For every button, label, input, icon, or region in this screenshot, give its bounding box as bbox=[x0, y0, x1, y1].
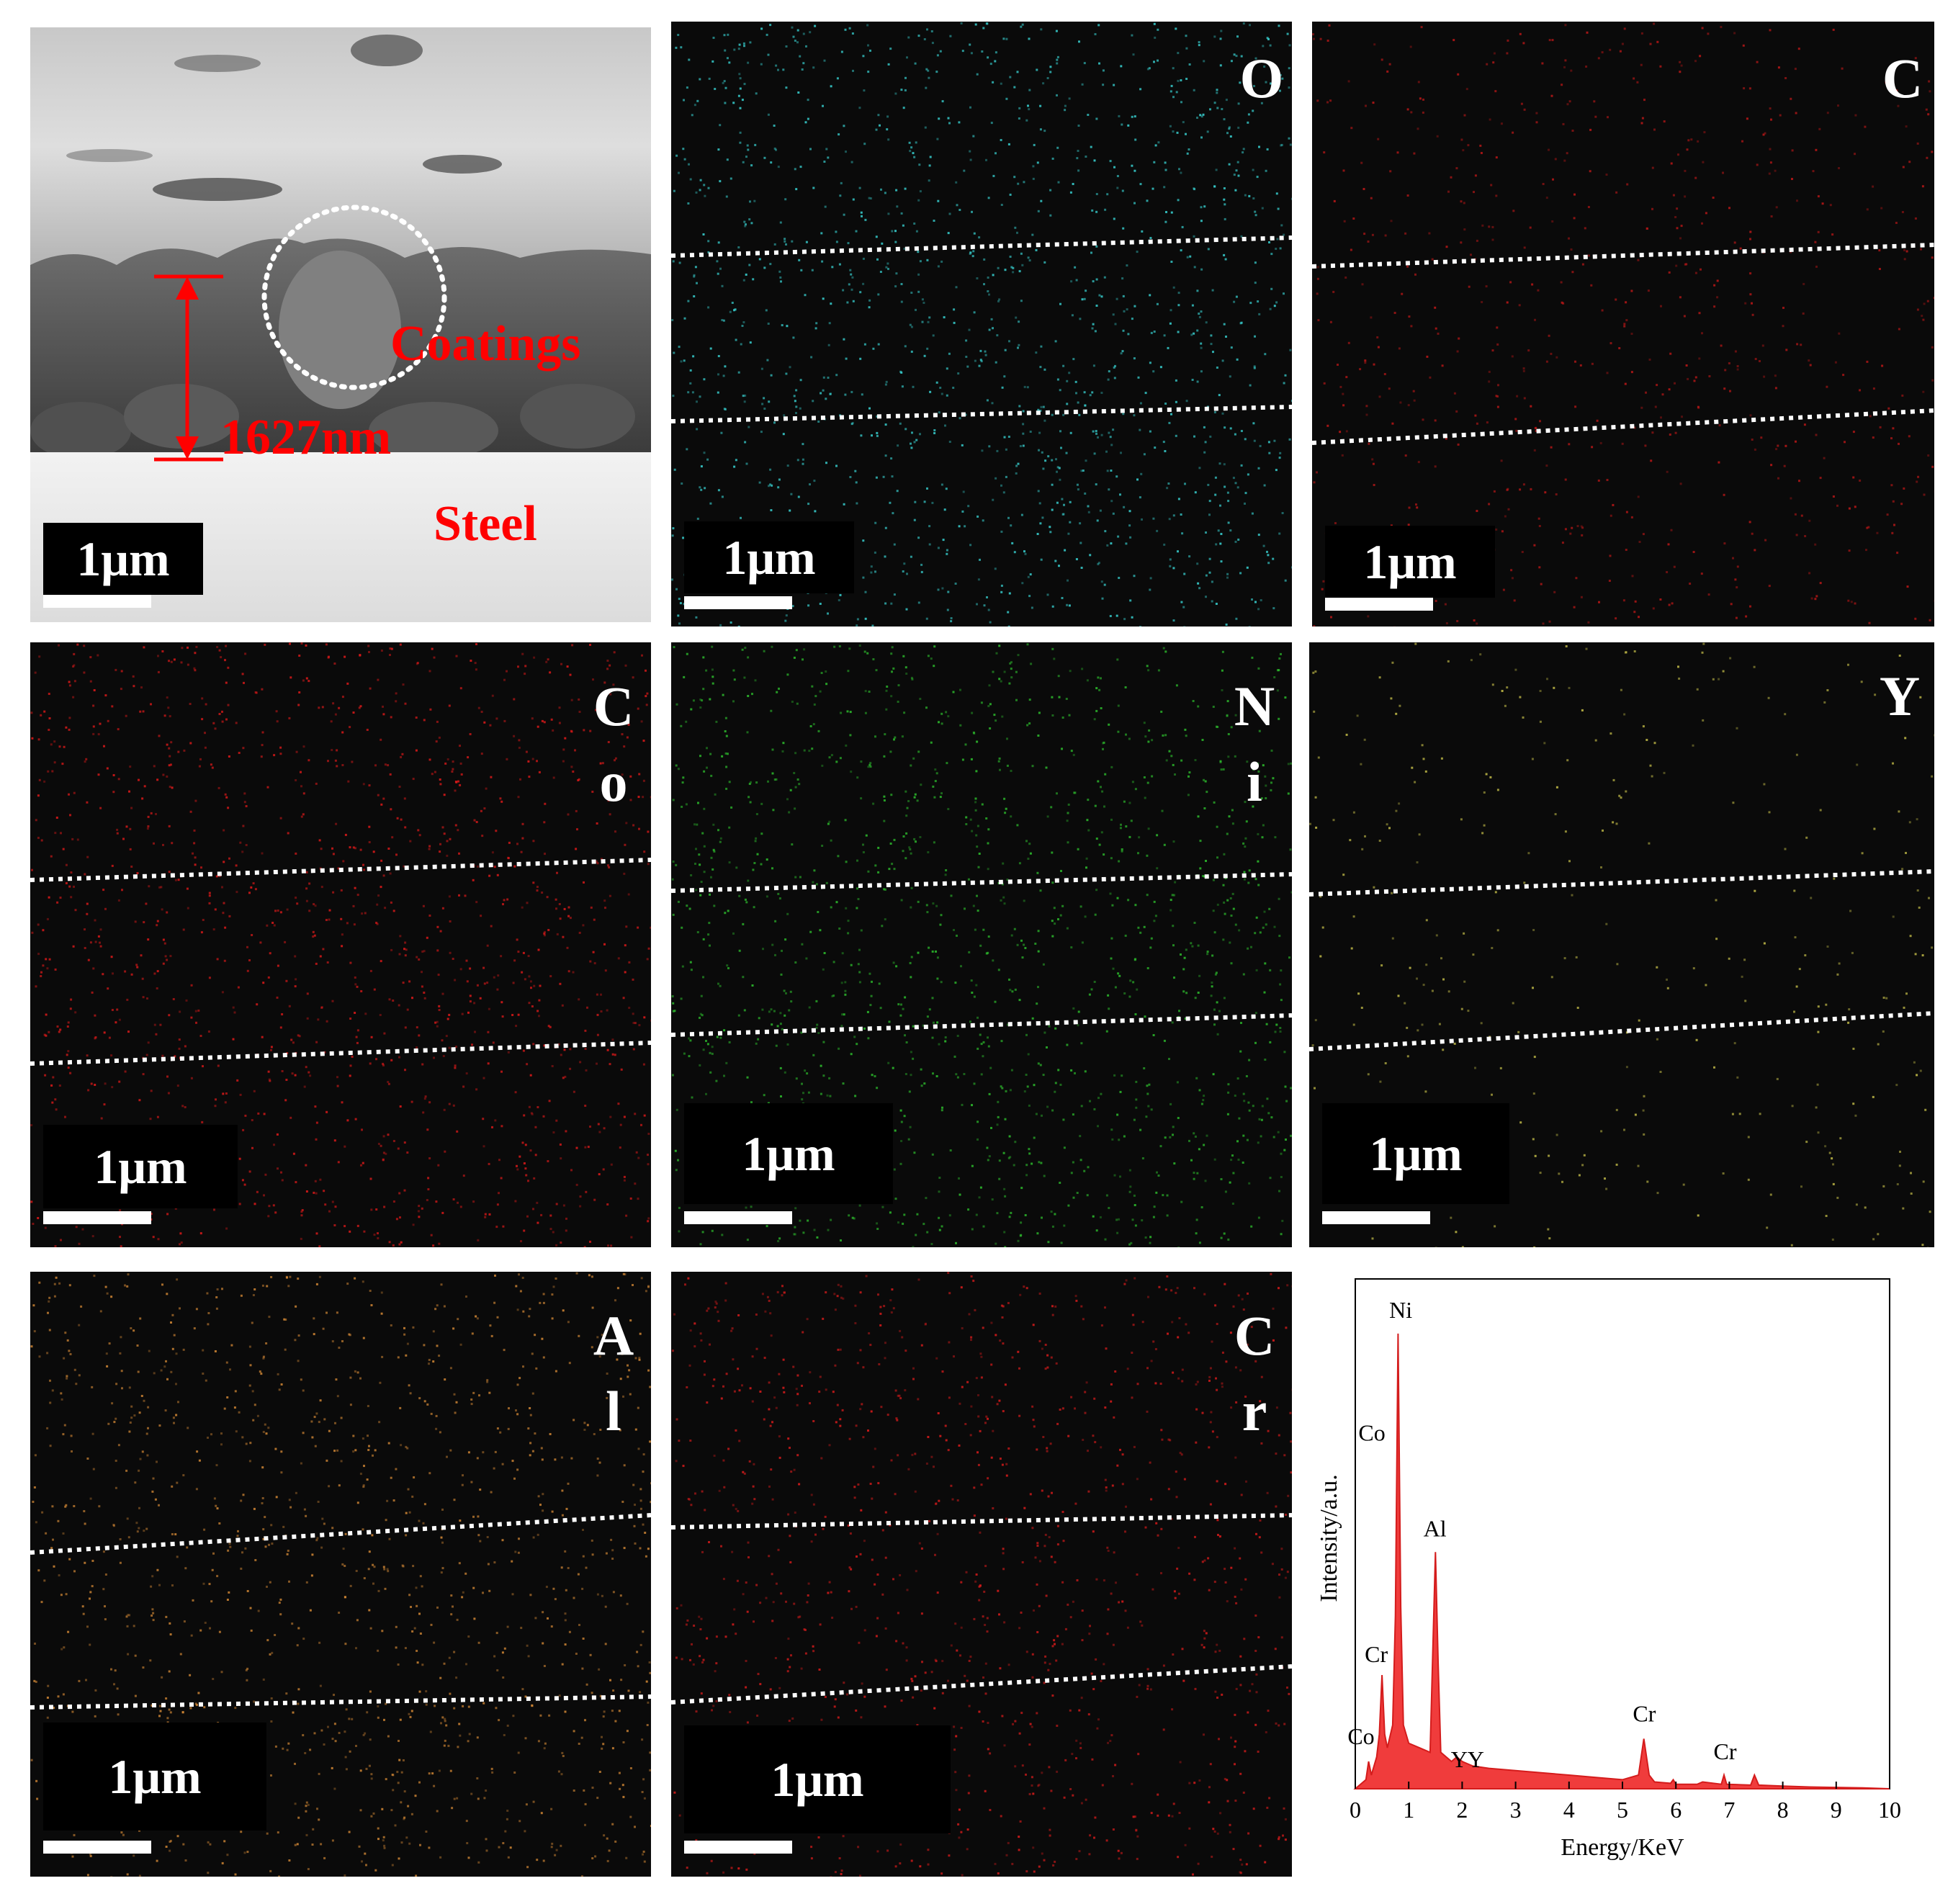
scale-bar bbox=[684, 596, 792, 609]
x-tick-label: 4 bbox=[1563, 1797, 1575, 1823]
lower-boundary-line bbox=[30, 1041, 651, 1066]
scale-bar bbox=[684, 1211, 792, 1224]
upper-boundary-line bbox=[671, 235, 1292, 258]
eds-map-Ni bbox=[671, 642, 1292, 1247]
lower-boundary-line bbox=[1312, 408, 1934, 445]
peak-label: Co bbox=[1358, 1420, 1385, 1446]
y-axis-label: Intensity/a.u. bbox=[1316, 1474, 1342, 1602]
x-tick-label: 8 bbox=[1777, 1797, 1789, 1823]
lower-boundary-line bbox=[671, 1013, 1292, 1037]
upper-boundary-line bbox=[30, 1513, 651, 1555]
upper-boundary-line bbox=[1312, 243, 1934, 269]
scale-bar bbox=[684, 1841, 792, 1854]
peak-label: Cr bbox=[1365, 1641, 1388, 1667]
scale-bar bbox=[1325, 598, 1433, 611]
map-panel-C: C 1μm bbox=[1312, 22, 1934, 627]
eds-spectrum-chart: Ni Co Al Cr Co YY Cr Cr 0 1 2 3 4 5 6 7 8 9 10 Energy/KeV… bbox=[1316, 1278, 1901, 1861]
scale-bar-label: 1μm bbox=[43, 1723, 266, 1831]
lower-boundary-line bbox=[671, 405, 1292, 423]
peak-label: Al bbox=[1424, 1515, 1447, 1541]
steel-label: Steel bbox=[434, 496, 537, 552]
peak-label: YY bbox=[1451, 1746, 1484, 1772]
element-label-C: C bbox=[1882, 47, 1923, 109]
upper-boundary-line bbox=[1309, 869, 1934, 897]
element-label-Y: Y bbox=[1879, 665, 1921, 727]
x-tick-label: 1 bbox=[1403, 1797, 1414, 1823]
x-tick-label: 2 bbox=[1456, 1797, 1468, 1823]
scale-bar-label: 1μm bbox=[684, 1103, 893, 1204]
x-tick-label: 3 bbox=[1510, 1797, 1522, 1823]
peak-label: Ni bbox=[1389, 1297, 1412, 1323]
element-label-O: O bbox=[1239, 47, 1284, 109]
peak-label: Co bbox=[1347, 1723, 1374, 1749]
scale-bar-label: 1μm bbox=[43, 523, 203, 595]
sem-cross-section-panel: Coatings 1627nm Steel 1μm bbox=[30, 27, 651, 622]
upper-boundary-line bbox=[30, 858, 651, 882]
spectrum-area bbox=[1353, 1333, 1890, 1790]
lower-boundary-line bbox=[1309, 1011, 1934, 1051]
plot-frame bbox=[1355, 1278, 1890, 1790]
scale-bar-label: 1μm bbox=[43, 1125, 238, 1208]
eds-map-C bbox=[1312, 22, 1934, 627]
x-tick-label: 0 bbox=[1350, 1797, 1361, 1823]
lower-boundary-line bbox=[671, 1664, 1292, 1705]
x-tick-label: 7 bbox=[1723, 1797, 1735, 1823]
scale-bar-label: 1μm bbox=[684, 521, 854, 593]
peak-label: Cr bbox=[1633, 1701, 1656, 1727]
scale-bar-label: 1μm bbox=[1322, 1103, 1509, 1204]
coatings-label: Coatings bbox=[390, 316, 581, 372]
scale-bar-label: 1μm bbox=[1325, 526, 1495, 598]
x-tick-label: 10 bbox=[1878, 1797, 1901, 1823]
scale-bar bbox=[43, 1841, 151, 1854]
x-tick-label: 9 bbox=[1831, 1797, 1842, 1823]
x-tick-label: 5 bbox=[1617, 1797, 1628, 1823]
x-axis-label: Energy/KeV bbox=[1561, 1834, 1684, 1861]
map-panel-Y: Y 1μm bbox=[1309, 642, 1934, 1247]
scale-bar-label: 1μm bbox=[684, 1725, 951, 1833]
scale-bar bbox=[43, 595, 151, 608]
scale-bar bbox=[1322, 1211, 1430, 1224]
upper-boundary-line bbox=[671, 1513, 1292, 1530]
thickness-label: 1627nm bbox=[220, 410, 392, 465]
upper-boundary-line bbox=[671, 872, 1292, 893]
lower-boundary-line bbox=[30, 1694, 651, 1710]
x-tick-label: 6 bbox=[1670, 1797, 1682, 1823]
map-panel-O: O 1μm bbox=[671, 22, 1292, 627]
peak-label: Cr bbox=[1714, 1738, 1737, 1764]
scale-bar bbox=[43, 1211, 151, 1224]
